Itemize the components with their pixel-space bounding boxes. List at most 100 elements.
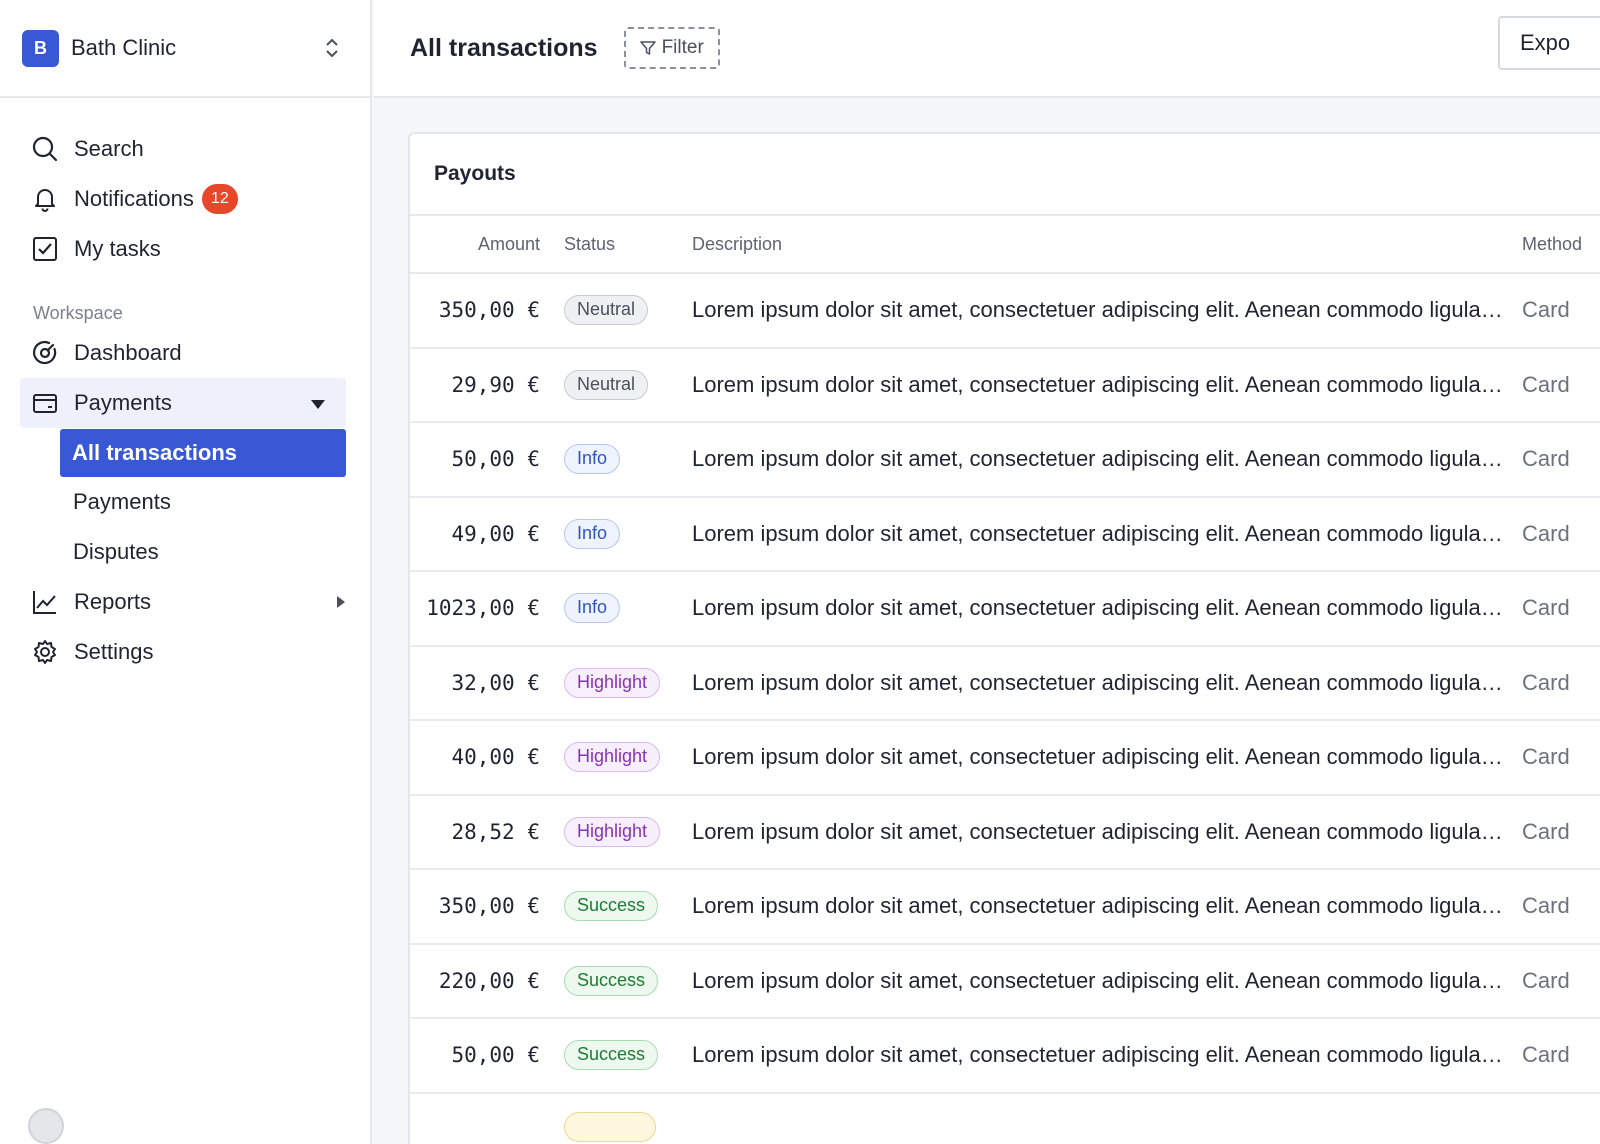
sidebar-subitem-disputes[interactable]: Disputes: [73, 539, 159, 564]
chevron-up-down-icon[interactable]: [322, 35, 342, 61]
column-header-amount[interactable]: Amount: [477, 233, 540, 254]
cell-method: Card: [1522, 371, 1570, 397]
table-row[interactable]: 29,90 € Neutral Lorem ipsum dolor sit amet…: [410, 349, 1600, 423]
sidebar-item-settings[interactable]: Settings: [0, 627, 370, 677]
status-badge: Highlight: [564, 816, 661, 847]
status-badge: Neutral: [564, 369, 649, 400]
cell-method: Card: [1522, 669, 1570, 695]
cell-description: Lorem ipsum dolor sit amet, consectetuer…: [692, 371, 1504, 397]
search-icon: [32, 136, 58, 162]
sidebar-item-label: My tasks: [74, 236, 161, 261]
user-avatar[interactable]: [28, 1108, 64, 1144]
caret-right-icon: [336, 589, 346, 615]
table-row[interactable]: 28,52 € Highlight Lorem ipsum dolor sit am…: [410, 796, 1600, 870]
cell-amount: 32,00 €: [451, 670, 540, 695]
column-header-description[interactable]: Description: [692, 233, 783, 254]
cell-description: Lorem ipsum dolor sit amet, consectetuer…: [692, 967, 1504, 993]
cell-status: Info: [540, 444, 692, 475]
filter-icon: [639, 40, 656, 56]
org-name: Bath Clinic: [71, 35, 177, 60]
status-badge: Success: [564, 1040, 659, 1071]
table-row[interactable]: 350,00 € Neutral Lorem ipsum dolor sit ame…: [410, 274, 1600, 349]
cell-method: Card: [1522, 967, 1570, 993]
sidebar-item-my-tasks[interactable]: My tasks: [0, 224, 370, 274]
filter-button[interactable]: Filter: [623, 27, 720, 69]
cell-status: Highlight: [540, 816, 692, 847]
table-body: 350,00 € Neutral Lorem ipsum dolor sit ame…: [410, 274, 1600, 1144]
table-row[interactable]: [410, 1094, 1600, 1144]
table-row[interactable]: 49,00 € Info Lorem ipsum dolor sit amet, c…: [410, 498, 1600, 572]
cell-status: Info: [540, 593, 692, 624]
status-badge: Highlight: [564, 667, 661, 698]
cell-description: Lorem ipsum dolor sit amet, consectetuer…: [692, 669, 1504, 695]
status-badge: Info: [564, 444, 621, 475]
sidebar: B Bath Clinic Search Notifications 12 My…: [0, 0, 372, 1144]
sidebar-item-label: Payments: [74, 390, 172, 415]
cell-description: Lorem ipsum dolor sit amet, consectetuer…: [692, 595, 1504, 621]
sidebar-item-label: Reports: [74, 589, 152, 614]
table-row[interactable]: 220,00 € Success Lorem ipsum dolor sit ame…: [410, 945, 1600, 1019]
cell-method: Card: [1522, 893, 1570, 919]
caret-down-icon: [310, 390, 326, 416]
bell-icon: [32, 186, 58, 212]
table-row[interactable]: 40,00 € Highlight Lorem ipsum dolor sit am…: [410, 721, 1600, 796]
status-badge: Info: [564, 593, 621, 624]
page-title: All transactions: [410, 33, 598, 62]
org-switcher[interactable]: B Bath Clinic: [0, 0, 370, 98]
filter-button-label: Filter: [661, 37, 704, 58]
cell-method: Card: [1522, 1042, 1570, 1068]
sidebar-item-label: Search: [74, 136, 144, 161]
cell-method: Card: [1522, 297, 1570, 323]
page-header: All transactions Filter Expo: [374, 0, 1600, 98]
cell-amount: 50,00 €: [451, 1043, 540, 1068]
export-button[interactable]: Expo: [1498, 16, 1600, 70]
cell-status: Highlight: [540, 667, 692, 698]
org-logo: B: [22, 29, 59, 67]
cell-method: Card: [1522, 595, 1570, 621]
sidebar-item-notifications[interactable]: Notifications 12: [0, 174, 370, 224]
card-title: Payouts: [410, 134, 1600, 216]
cell-description: Lorem ipsum dolor sit amet, consectetuer…: [692, 1042, 1504, 1068]
cell-description: Lorem ipsum dolor sit amet, consectetuer…: [692, 520, 1504, 546]
sidebar-item-dashboard[interactable]: Dashboard: [0, 328, 370, 378]
cell-description: Lorem ipsum dolor sit amet, consectetuer…: [692, 446, 1504, 472]
cell-description: Lorem ipsum dolor sit amet, consectetuer…: [692, 744, 1504, 770]
status-badge: Success: [564, 965, 659, 996]
cell-amount: 40,00 €: [451, 745, 540, 770]
table-row[interactable]: 1023,00 € Info Lorem ipsum dolor sit amet,…: [410, 572, 1600, 647]
gauge-icon: [32, 340, 58, 366]
sidebar-subitem-all-transactions[interactable]: All transactions: [60, 429, 346, 477]
cell-status: Neutral: [540, 295, 692, 326]
cell-description: Lorem ipsum dolor sit amet, consectetuer…: [692, 818, 1504, 844]
cell-amount: 50,00 €: [451, 447, 540, 472]
export-button-label: Expo: [1520, 30, 1571, 55]
sidebar-item-label: Settings: [74, 639, 154, 664]
table-row[interactable]: 350,00 € Success Lorem ipsum dolor sit ame…: [410, 870, 1600, 945]
payouts-card: Payouts Amount Status Description Method…: [408, 132, 1600, 1144]
sidebar-subitem-payments[interactable]: Payments: [73, 489, 171, 514]
cell-method: Card: [1522, 446, 1570, 472]
cell-method: Card: [1522, 744, 1570, 770]
column-header-status[interactable]: Status: [564, 233, 616, 254]
cell-method: Card: [1522, 520, 1570, 546]
cell-description: Lorem ipsum dolor sit amet, consectetuer…: [692, 893, 1504, 919]
cell-status: Info: [540, 518, 692, 549]
credit-card-icon: [32, 390, 58, 416]
table-row[interactable]: 50,00 € Success Lorem ipsum dolor sit amet…: [410, 1019, 1600, 1094]
checkbox-icon: [32, 236, 58, 262]
cell-amount: 220,00 €: [438, 968, 540, 993]
sidebar-item-label: Notifications: [74, 186, 194, 211]
line-chart-icon: [32, 589, 58, 615]
cell-amount: 29,90 €: [451, 372, 540, 397]
sidebar-nav: Search Notifications 12 My tasks Workspa…: [0, 98, 370, 677]
cell-amount: 28,52 €: [451, 819, 540, 844]
table-row[interactable]: 32,00 € Highlight Lorem ipsum dolor sit am…: [410, 647, 1600, 721]
cell-status: Success: [540, 965, 692, 996]
sidebar-item-reports[interactable]: Reports: [0, 577, 370, 627]
notification-count-badge: 12: [201, 184, 238, 214]
table-row[interactable]: 50,00 € Info Lorem ipsum dolor sit amet, c…: [410, 423, 1600, 498]
column-header-method[interactable]: Method: [1522, 233, 1583, 254]
sidebar-item-search[interactable]: Search: [0, 124, 370, 174]
sidebar-item-payments[interactable]: Payments: [20, 378, 346, 428]
status-badge: Highlight: [564, 742, 661, 773]
